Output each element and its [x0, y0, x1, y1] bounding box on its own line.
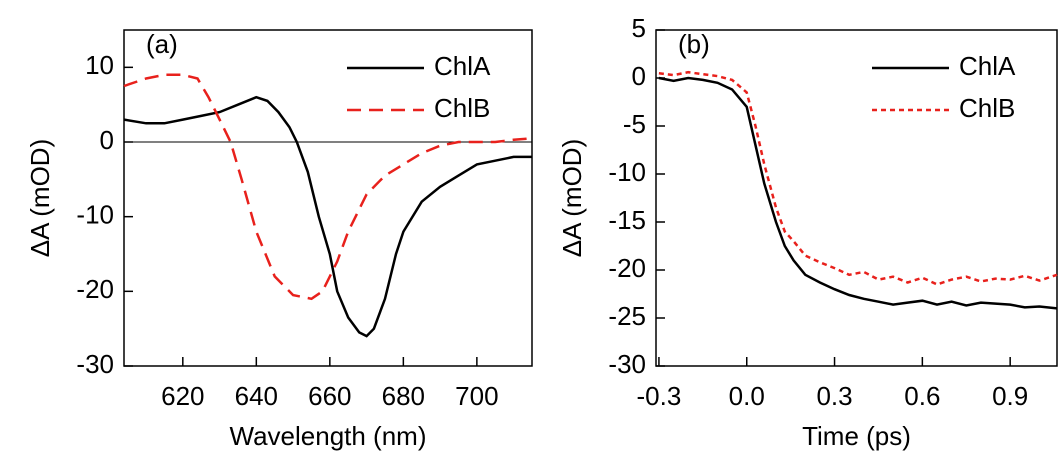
y-tick-label: -20 — [76, 274, 114, 304]
data-line — [658, 70, 1058, 286]
y-tick-label: -10 — [608, 157, 646, 187]
legend-label: ChlA — [434, 51, 491, 81]
y-tick-label: -15 — [608, 205, 646, 235]
y-tick-label: 5 — [632, 13, 646, 43]
legend-label: ChlA — [959, 51, 1016, 81]
y-tick-label: 10 — [85, 50, 114, 80]
x-tick-label: 0.0 — [729, 381, 765, 411]
data-line — [123, 73, 533, 301]
x-tick-label: 620 — [161, 381, 204, 411]
x-tick-label: -0.3 — [637, 381, 682, 411]
y-tick-label: -20 — [608, 253, 646, 283]
x-tick-label: 0.6 — [904, 381, 940, 411]
y-tick-label: -25 — [608, 301, 646, 331]
y-tick-label: -10 — [76, 200, 114, 230]
panel-label: (b) — [678, 29, 710, 59]
y-tick-label: -30 — [608, 349, 646, 379]
panel-label: (a) — [146, 29, 178, 59]
y-tick-label: 0 — [632, 61, 646, 91]
x-tick-label: 0.3 — [816, 381, 852, 411]
data-line — [658, 76, 1058, 310]
y-axis-title: ΔA (mOD) — [557, 139, 587, 257]
y-tick-label: 0 — [100, 125, 114, 155]
y-axis-title: ΔA (mOD) — [25, 139, 55, 257]
x-tick-label: 640 — [235, 381, 278, 411]
legend-label: ChlB — [434, 93, 490, 123]
x-axis-title: Wavelength (nm) — [230, 421, 427, 451]
plot-frame — [655, 29, 1058, 367]
plot-frame — [123, 29, 533, 367]
y-tick-label: -5 — [623, 109, 646, 139]
data-line — [123, 95, 532, 338]
x-tick-label: 680 — [382, 381, 425, 411]
x-tick-label: 700 — [455, 381, 498, 411]
x-tick-label: 0.9 — [992, 381, 1028, 411]
legend-label: ChlB — [959, 93, 1015, 123]
y-tick-label: -30 — [76, 349, 114, 379]
x-tick-label: 660 — [308, 381, 351, 411]
x-axis-title: Time (ps) — [802, 421, 911, 451]
